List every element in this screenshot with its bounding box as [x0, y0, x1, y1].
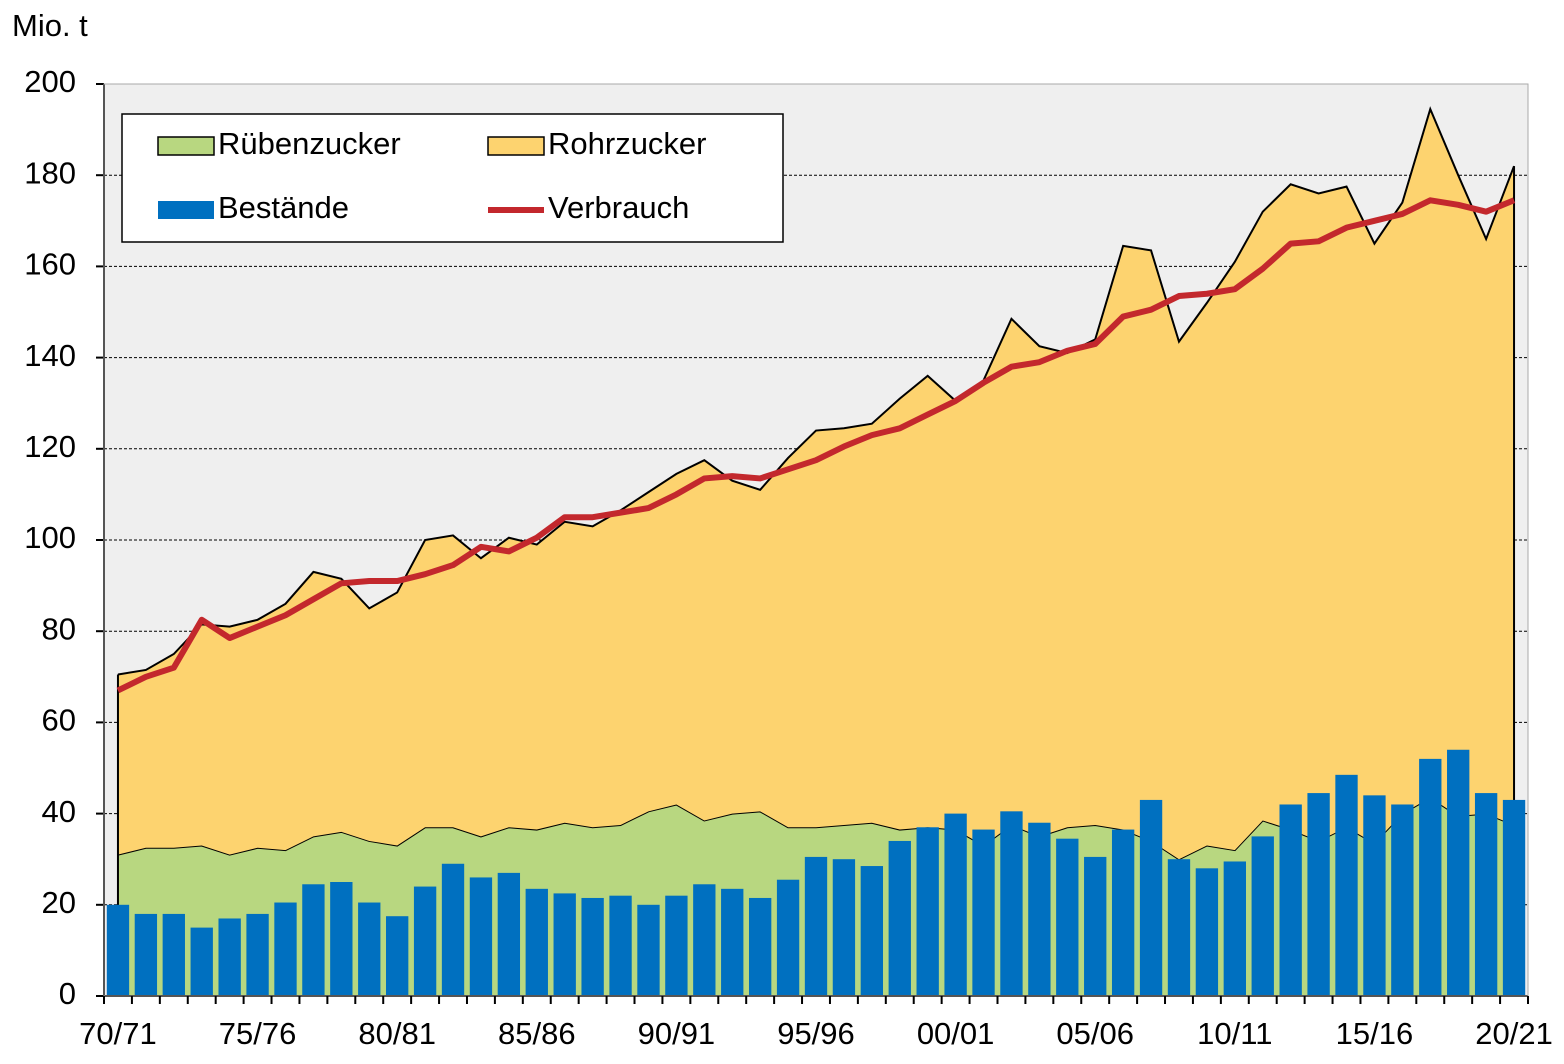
bar [1335, 774, 1358, 996]
x-tick-label: 70/71 [79, 1016, 157, 1051]
bar [106, 904, 130, 996]
bar [1447, 749, 1470, 996]
y-tick-label: 140 [24, 338, 76, 373]
bar [1084, 856, 1107, 996]
bar [972, 829, 995, 996]
bar [1251, 836, 1274, 996]
y-axis-label: Mio. t [12, 8, 88, 43]
legend-swatch [158, 201, 214, 219]
x-tick-label: 00/01 [917, 1016, 995, 1051]
bar [637, 904, 660, 996]
y-tick-label: 60 [42, 703, 76, 738]
bar [609, 895, 632, 996]
y-tick-label: 20 [42, 885, 76, 920]
bar [1419, 758, 1442, 996]
area-edge [117, 106, 1515, 676]
bar [358, 902, 381, 996]
x-tick-label: 85/86 [498, 1016, 576, 1051]
bar [1195, 868, 1219, 996]
legend-swatch [487, 136, 545, 156]
y-tick-label: 120 [24, 429, 76, 464]
bar [441, 863, 465, 996]
bar [1111, 829, 1135, 996]
x-tick-label: 80/81 [358, 1016, 436, 1051]
legend-label: Verbrauch [548, 190, 689, 225]
x-tick-label: 95/96 [777, 1016, 855, 1051]
x-tick-label: 90/91 [638, 1016, 716, 1051]
bar [748, 897, 772, 996]
legend-label: Rohrzucker [548, 126, 707, 161]
bar [330, 882, 353, 996]
y-tick-label: 80 [42, 611, 76, 646]
x-tick-label: 15/16 [1336, 1016, 1414, 1051]
bar [469, 877, 493, 996]
bar [916, 827, 939, 996]
bar [1391, 804, 1414, 996]
legend-swatch [157, 136, 215, 156]
legend-box [121, 113, 784, 243]
plot-border [103, 83, 1529, 997]
bar [1279, 804, 1302, 996]
bar [525, 888, 548, 996]
bar [1223, 861, 1246, 996]
bar [386, 916, 409, 996]
bar [1000, 811, 1023, 996]
y-tick-label: 160 [24, 247, 76, 282]
bar [1028, 822, 1051, 996]
bar [665, 895, 688, 996]
bar [888, 840, 911, 996]
bar [246, 913, 269, 996]
bar [302, 884, 325, 996]
bar [413, 886, 437, 996]
legend-label: Bestände [218, 190, 349, 225]
bar [1167, 859, 1191, 996]
bar [190, 927, 213, 996]
bar [832, 859, 856, 996]
bar [497, 872, 521, 996]
bar [1307, 793, 1330, 996]
line [116, 197, 1516, 694]
bar [860, 866, 884, 996]
y-tick-label: 0 [59, 976, 76, 1011]
bar [218, 918, 241, 996]
bar [581, 897, 604, 996]
y-tick-label: 40 [42, 794, 76, 829]
x-tick-label: 10/11 [1197, 1016, 1272, 1051]
bar [162, 913, 185, 996]
x-tick-label: 75/76 [219, 1016, 297, 1051]
bar [776, 879, 800, 996]
bar [1363, 795, 1386, 996]
legend-label: Rübenzucker [218, 126, 401, 161]
y-tick-label: 180 [24, 155, 76, 190]
bar [134, 913, 158, 996]
bar [693, 884, 716, 996]
x-tick-label: 20/21 [1475, 1016, 1553, 1051]
y-tick-label: 100 [24, 520, 76, 555]
bar [1139, 799, 1163, 996]
bar [1474, 793, 1498, 996]
bar [553, 893, 576, 996]
bar [944, 813, 967, 996]
bar [804, 856, 828, 996]
bar [1502, 799, 1526, 996]
x-tick-label: 05/06 [1056, 1016, 1134, 1051]
y-tick-label: 200 [24, 64, 76, 99]
bar [1056, 838, 1079, 996]
bar [721, 888, 744, 996]
bar [274, 902, 297, 996]
